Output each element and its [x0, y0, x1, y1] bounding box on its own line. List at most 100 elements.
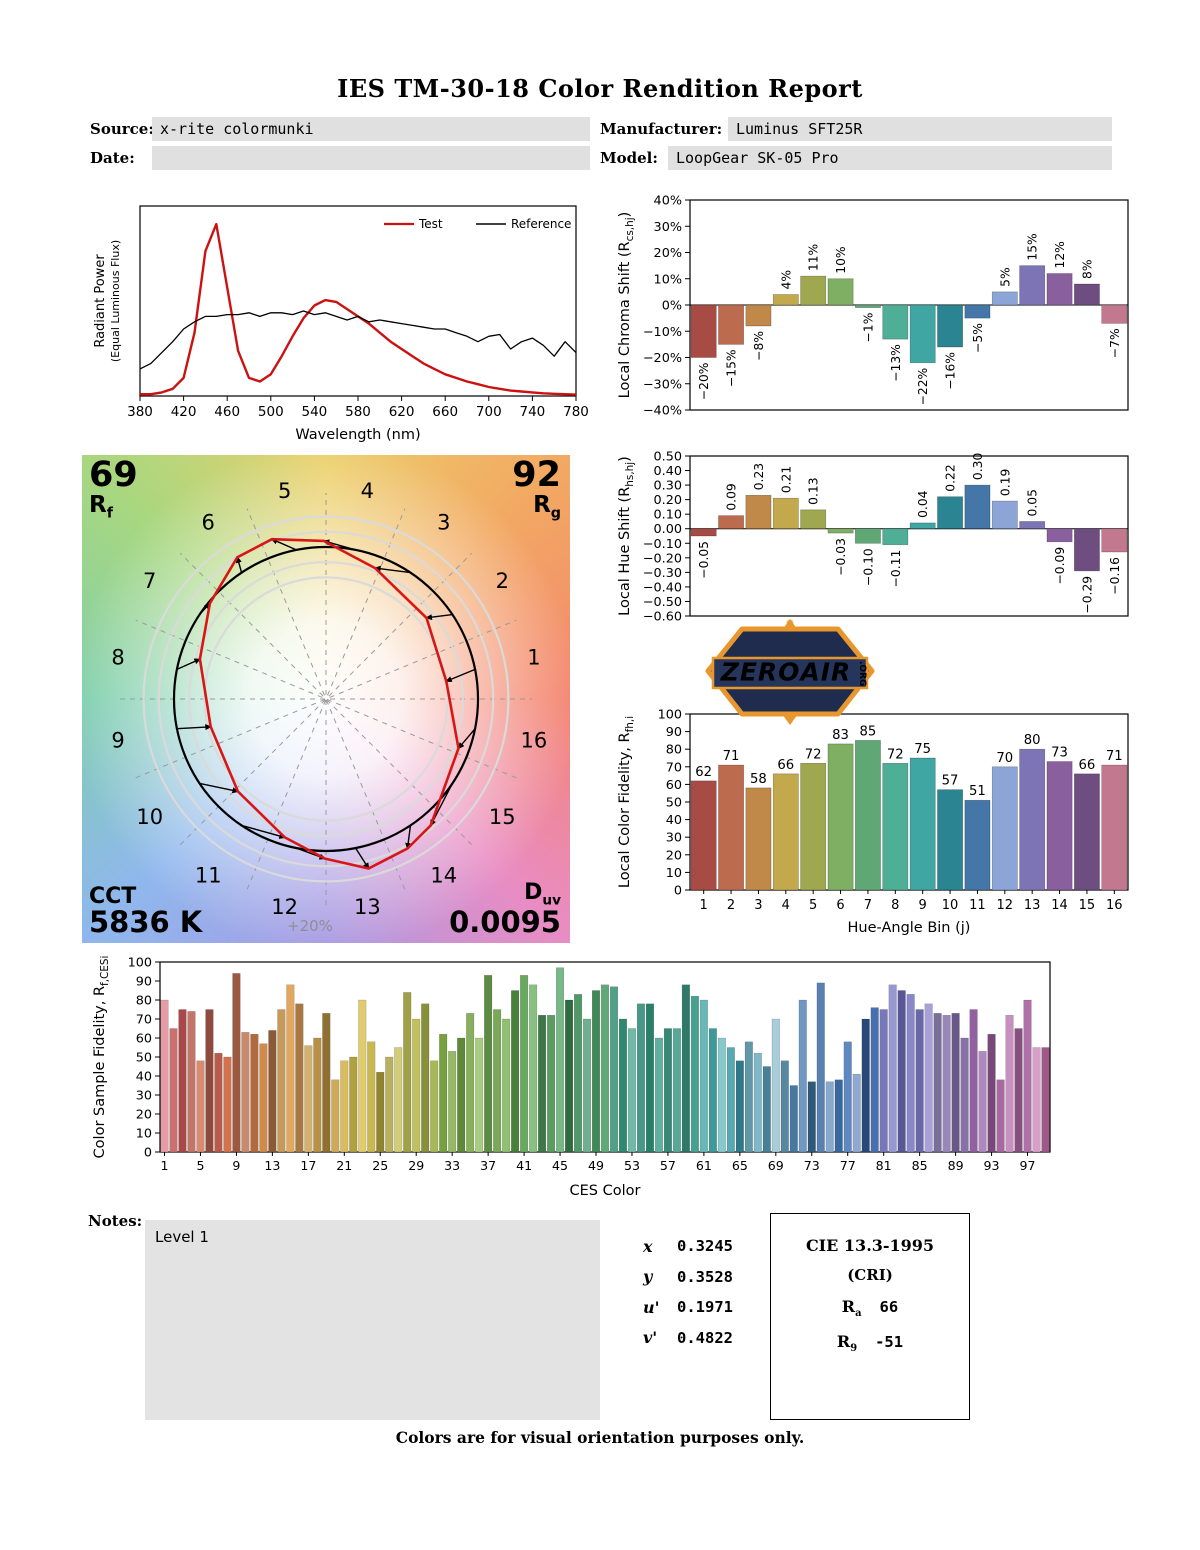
svg-text:15: 15	[1079, 898, 1096, 913]
svg-text:8: 8	[111, 646, 124, 670]
rg-value: 92	[512, 455, 561, 495]
svg-text:12: 12	[997, 898, 1014, 913]
svg-text:Test: Test	[418, 217, 443, 231]
svg-text:70: 70	[996, 751, 1013, 766]
svg-text:72: 72	[805, 747, 822, 762]
rf-readout: 69 Rf	[89, 457, 138, 521]
svg-text:100: 100	[658, 708, 682, 723]
duv-value: 0.0095	[449, 905, 561, 940]
svg-text:−0.10: −0.10	[643, 537, 682, 552]
svg-text:740: 740	[520, 404, 546, 420]
svg-text:77: 77	[840, 1158, 856, 1173]
svg-text:CES Color: CES Color	[570, 1183, 641, 1199]
rg-label: Rg	[533, 491, 561, 522]
svg-text:69: 69	[768, 1158, 784, 1173]
svg-text:1: 1	[700, 898, 708, 913]
svg-text:0.40: 0.40	[654, 464, 683, 479]
svg-text:0.21: 0.21	[779, 466, 793, 493]
svg-text:50: 50	[136, 1051, 152, 1066]
svg-text:−0.20: −0.20	[643, 551, 682, 566]
source-label: Source:	[90, 120, 154, 138]
cct-label: CCT	[89, 883, 137, 909]
svg-text:75: 75	[914, 742, 931, 757]
svg-text:10: 10	[136, 805, 163, 829]
svg-text:89: 89	[948, 1158, 964, 1173]
svg-text:Local Color Fidelity, Rfh,i: Local Color Fidelity, Rfh,i	[617, 716, 636, 888]
svg-text:15%: 15%	[1026, 233, 1040, 260]
svg-text:30%: 30%	[654, 220, 682, 235]
svg-text:−0.30: −0.30	[643, 566, 682, 581]
svg-text:0.23: 0.23	[752, 463, 766, 490]
svg-text:−0.09: −0.09	[1053, 547, 1067, 585]
duv-label: Duv	[524, 880, 561, 909]
cri-box: CIE 13.3-1995 (CRI) Ra 66 R9 -51	[770, 1213, 970, 1420]
svg-text:90: 90	[136, 975, 152, 990]
svg-text:7: 7	[143, 569, 156, 593]
svg-text:660: 660	[432, 404, 458, 420]
svg-text:20: 20	[136, 1108, 152, 1123]
svg-text:4%: 4%	[779, 270, 793, 290]
svg-text:66: 66	[1079, 758, 1096, 773]
svg-text:7: 7	[864, 898, 872, 913]
rg-readout: 92 Rg	[512, 455, 561, 522]
duv-readout: Duv 0.0095	[449, 880, 561, 940]
svg-text:540: 540	[302, 404, 328, 420]
svg-text:5: 5	[809, 898, 817, 913]
svg-text:33: 33	[444, 1158, 460, 1173]
local-color-fidelity-chart: 0 10 20 30 40 50 60 70 80 90 100 62 1 71 2 58 3 66 4 72 5 83 6…	[615, 700, 1145, 954]
svg-text:30: 30	[136, 1089, 152, 1104]
svg-text:−20%: −20%	[643, 351, 682, 366]
notes-box: Level 1	[145, 1220, 600, 1420]
svg-text:61: 61	[696, 1158, 712, 1173]
chromaticity-row-y: y 0.3528	[643, 1267, 733, 1287]
source-value: x-rite colormunki	[152, 117, 590, 141]
svg-text:0.20: 0.20	[654, 493, 683, 508]
svg-text:700: 700	[476, 404, 502, 420]
svg-text:0.04: 0.04	[916, 490, 930, 518]
svg-text:−1%: −1%	[861, 313, 875, 343]
svg-text:−13%: −13%	[889, 344, 903, 382]
svg-text:57: 57	[660, 1158, 676, 1173]
svg-text:780: 780	[563, 404, 588, 420]
svg-text:40%: 40%	[654, 194, 682, 209]
svg-text:10: 10	[136, 1127, 152, 1142]
svg-text:Color Sample Fidelity, Rf,CESi: Color Sample Fidelity, Rf,CESi	[92, 956, 111, 1159]
svg-text:93: 93	[984, 1158, 1000, 1173]
svg-text:−0.05: −0.05	[697, 541, 711, 579]
svg-text:5%: 5%	[998, 267, 1012, 287]
svg-text:70: 70	[666, 760, 682, 775]
svg-text:10: 10	[666, 866, 682, 881]
svg-text:10%: 10%	[834, 246, 848, 273]
svg-text:85: 85	[912, 1158, 928, 1173]
color-vector-graphic: 1 2 3 4 5 6 7 8 9 10 11 12 13 14 15 16 69 Rf 92 Rg CCT …	[82, 455, 570, 943]
svg-text:73: 73	[804, 1158, 820, 1173]
svg-text:−5%: −5%	[971, 323, 985, 353]
svg-text:0.09: 0.09	[725, 483, 739, 510]
svg-text:0.05: 0.05	[1026, 489, 1040, 516]
svg-text:6: 6	[836, 898, 844, 913]
svg-text:60: 60	[136, 1032, 152, 1047]
svg-text:16: 16	[1106, 898, 1123, 913]
page-title: IES TM-30-18 Color Rendition Report	[337, 74, 863, 103]
svg-text:62: 62	[695, 765, 712, 780]
svg-text:−22%: −22%	[916, 368, 930, 406]
r9-label: R9	[836, 1332, 858, 1355]
svg-text:0.30: 0.30	[654, 479, 683, 494]
model-value: LoopGear SK-05 Pro	[668, 146, 1112, 170]
svg-text:Hue-Angle Bin (j): Hue-Angle Bin (j)	[848, 920, 971, 936]
cri-subtitle: (CRI)	[847, 1266, 893, 1284]
svg-text:9: 9	[232, 1158, 240, 1173]
svg-text:−10%: −10%	[643, 325, 682, 340]
ra-value: 66	[879, 1298, 899, 1316]
svg-text:1: 1	[527, 646, 540, 670]
ces-fidelity-chart: 0 10 20 30 40 50 60 70 80 90 100 1 5 9 13 17 21 25 29 33 37 4…	[88, 952, 1098, 1216]
cri-ra-row: Ra 66	[771, 1297, 969, 1319]
svg-text:460: 460	[214, 404, 240, 420]
svg-text:40: 40	[136, 1070, 152, 1085]
svg-text:11%: 11%	[807, 244, 821, 271]
chromaticity-row-v: v' 0.4822	[643, 1328, 733, 1348]
svg-text:−30%: −30%	[643, 377, 682, 392]
svg-text:10: 10	[942, 898, 959, 913]
svg-text:0.22: 0.22	[944, 464, 958, 491]
svg-text:−8%: −8%	[752, 331, 766, 361]
